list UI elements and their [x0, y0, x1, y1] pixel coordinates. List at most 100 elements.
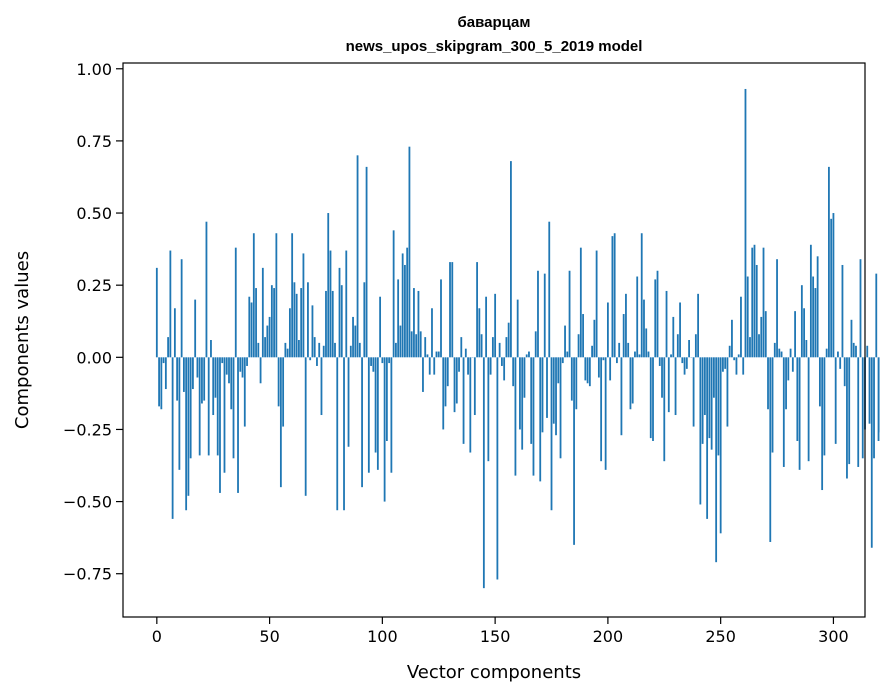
bar-104	[390, 357, 393, 473]
bar-133	[455, 357, 458, 404]
bar-171	[541, 357, 544, 433]
bar-159	[514, 357, 517, 476]
bar-177	[555, 357, 557, 436]
bar-263	[749, 337, 751, 358]
bar-257	[735, 357, 738, 375]
bar-209	[627, 342, 630, 358]
bar-112	[408, 146, 411, 358]
bar-115	[415, 334, 418, 358]
bar-215	[640, 233, 643, 358]
bar-179	[559, 357, 562, 459]
bar-259	[740, 296, 742, 358]
bar-311	[857, 357, 860, 467]
bar-2	[160, 357, 163, 410]
bar-95	[370, 357, 372, 366]
bar-135	[460, 337, 463, 358]
bar-202	[611, 236, 614, 358]
bar-54	[277, 357, 280, 407]
bar-150	[494, 293, 497, 358]
bar-120	[426, 354, 429, 358]
y-tick-label: −0.25	[63, 420, 112, 439]
bar-74	[322, 345, 325, 358]
bar-316	[868, 357, 871, 424]
bar-132	[453, 357, 456, 413]
bar-42	[250, 302, 253, 358]
bar-273	[771, 357, 774, 453]
bar-271	[767, 357, 769, 410]
bar-182	[566, 351, 569, 358]
bar-11	[180, 259, 183, 358]
bar-167	[532, 357, 535, 476]
bar-10	[178, 357, 181, 470]
bar-22	[205, 221, 208, 358]
bar-44	[255, 288, 257, 358]
bar-306	[846, 357, 848, 479]
bar-164	[525, 354, 528, 358]
bar-123	[433, 357, 436, 375]
chart-title: баварцам	[458, 14, 531, 31]
bar-300	[832, 213, 835, 358]
bar-261	[744, 88, 747, 358]
bar-188	[579, 247, 582, 358]
bar-108	[399, 325, 402, 358]
bar-244	[706, 357, 709, 519]
bar-91	[361, 357, 363, 488]
bar-8	[173, 308, 176, 358]
bar-139	[469, 357, 472, 453]
bar-241	[699, 357, 702, 505]
bar-318	[873, 357, 875, 459]
bar-221	[654, 279, 657, 358]
bar-58	[286, 348, 289, 358]
bar-246	[710, 357, 713, 450]
bar-145	[482, 357, 485, 589]
bar-170	[539, 357, 542, 482]
bar-185	[573, 357, 575, 545]
y-tick-label: 0.75	[76, 132, 112, 151]
bar-136	[462, 357, 465, 444]
bar-119	[424, 337, 427, 358]
bar-207	[622, 314, 625, 358]
bar-282	[791, 357, 794, 372]
bar-141	[473, 357, 476, 416]
bar-33	[230, 357, 233, 410]
bar-85	[347, 357, 350, 447]
bar-166	[530, 357, 533, 444]
bar-165	[528, 351, 530, 358]
bar-68	[309, 357, 312, 361]
bar-59	[288, 308, 291, 358]
bar-297	[825, 348, 828, 358]
bar-107	[397, 279, 400, 358]
bar-37	[239, 357, 242, 372]
bar-47	[261, 267, 264, 358]
x-tick-label: 150	[480, 627, 511, 646]
bar-93	[365, 166, 368, 358]
bar-312	[859, 259, 862, 358]
bar-88	[354, 325, 357, 358]
bar-138	[467, 357, 469, 375]
bar-18	[196, 357, 199, 378]
bar-250	[719, 357, 722, 534]
bar-83	[343, 357, 345, 511]
y-ticks-group: −0.75 −0.50 −0.25 0.00 0.25 0.50 0.75 1.00	[63, 60, 123, 584]
bar-64	[300, 288, 303, 358]
bar-49	[266, 325, 269, 358]
bar-283	[794, 311, 796, 358]
bar-72	[318, 342, 321, 358]
bar-12	[182, 357, 185, 392]
bar-201	[609, 357, 612, 381]
bar-16	[192, 357, 194, 390]
x-tick-label: 50	[259, 627, 279, 646]
bar-60	[291, 233, 294, 358]
bar-252	[724, 357, 727, 369]
bar-233	[681, 357, 684, 364]
bar-193	[591, 345, 594, 358]
bar-67	[307, 282, 309, 358]
bar-211	[631, 357, 634, 404]
bar-260	[742, 357, 745, 375]
x-ticks-group: 0 50 100 150 200 250 300	[152, 617, 849, 646]
bar-243	[703, 357, 706, 416]
bar-228	[670, 354, 672, 358]
bar-230	[674, 357, 677, 416]
bar-125	[437, 351, 440, 358]
